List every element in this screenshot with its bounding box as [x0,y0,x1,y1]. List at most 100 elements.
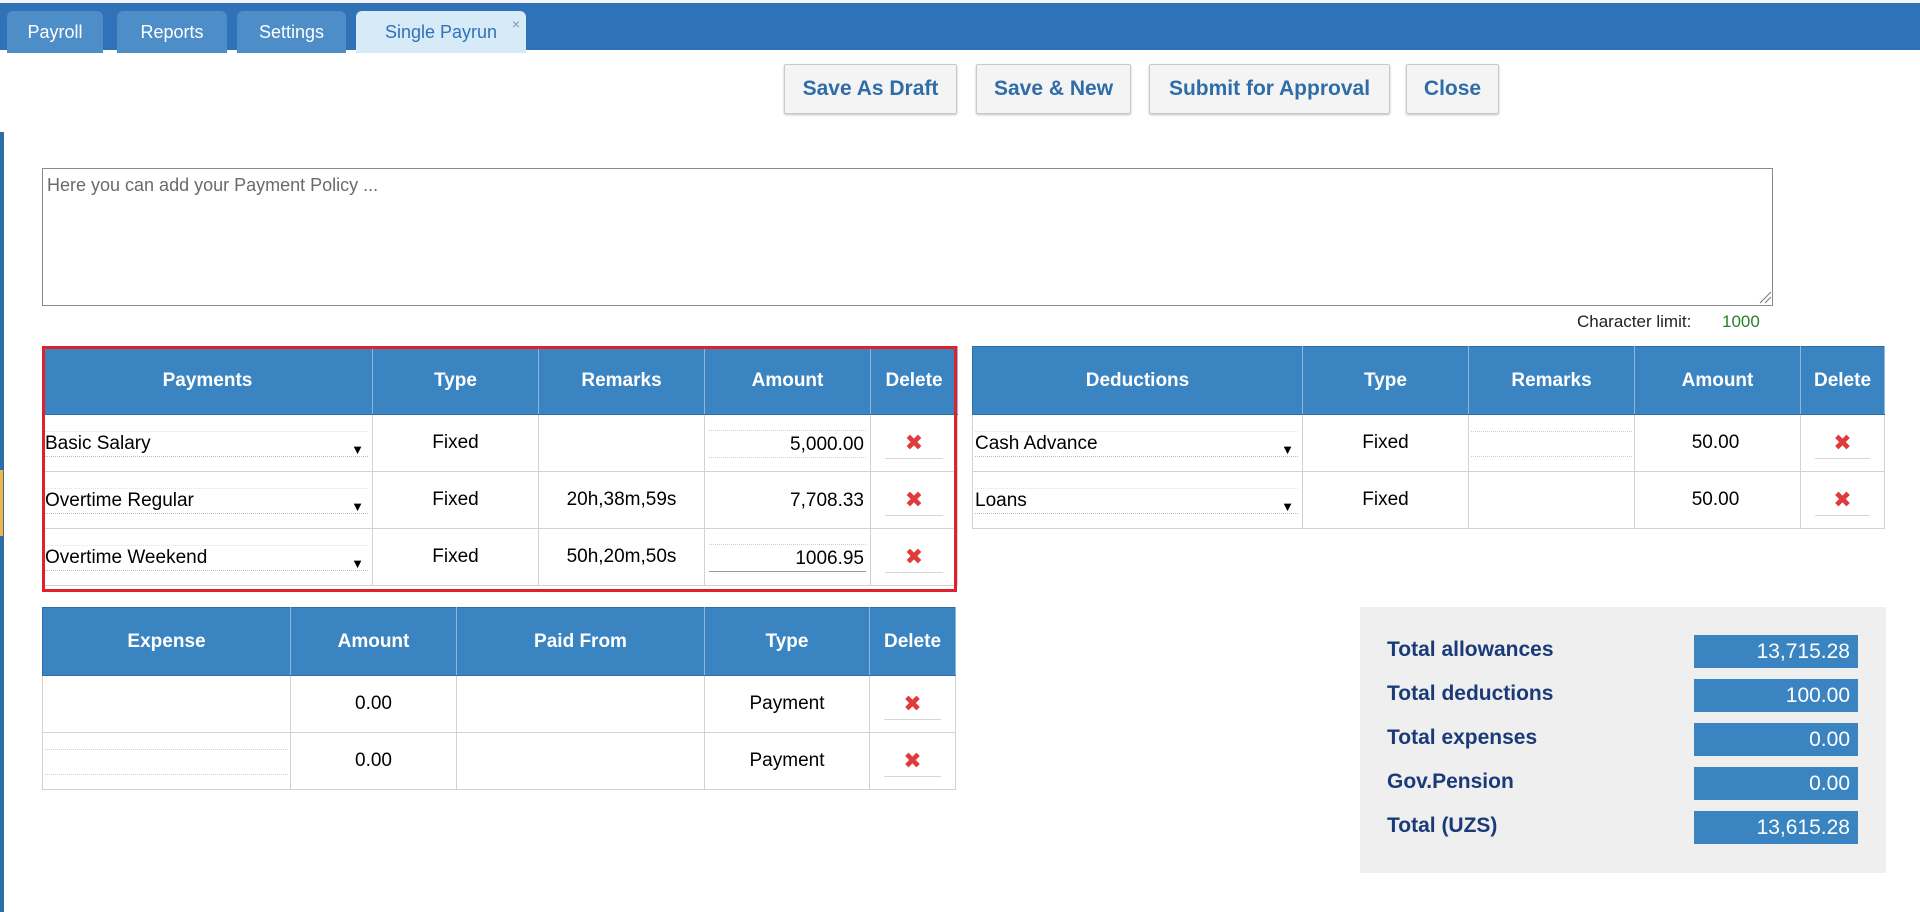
payment-name-cell: Overtime Regular ▼ [42,471,373,529]
tab-label: Settings [258,21,325,42]
remarks-cell [538,414,705,472]
total-allowances-value: 13,715.28 [1694,635,1858,668]
close-button[interactable]: Close [1406,64,1499,114]
table-row: Basic Salary ▼ Fixed 5,000.00 ✖ [42,414,958,472]
remarks-input[interactable] [1471,431,1632,457]
resize-grip-icon[interactable] [1758,290,1772,304]
delete-cell: ✖ [1800,471,1885,529]
column-header-type: Type [704,607,870,676]
column-header-type: Type [1302,346,1469,415]
column-header-amount: Amount [704,346,871,415]
delete-icon[interactable]: ✖ [885,541,943,573]
column-header-expense: Expense [42,607,291,676]
delete-icon[interactable]: ✖ [884,745,941,777]
delete-icon[interactable]: ✖ [885,484,943,516]
tab-label: Reports [140,21,204,42]
expense-name-cell [42,675,291,733]
deduction-select-value: Loans [975,490,1027,511]
totals-panel: Total allowances 13,715.28 Total deducti… [1360,607,1886,873]
amount-cell: 0.00 [290,675,457,733]
payment-select[interactable]: Basic Salary ▼ [45,431,368,457]
expense-table: Expense Amount Paid From Type Delete 0.0… [42,607,956,790]
paid-from-cell [456,732,705,790]
total-allowances-label: Total allowances [1387,638,1554,661]
type-cell: Fixed [372,471,539,529]
column-header-payments: Payments [42,346,373,415]
character-limit-value: 1000 [1722,312,1760,331]
save-as-draft-button[interactable]: Save As Draft [784,64,957,114]
tab-payroll[interactable]: Payroll [7,11,103,53]
type-cell: Fixed [372,528,539,586]
delete-icon[interactable]: ✖ [884,688,941,720]
deduction-name-cell: Loans ▼ [972,471,1303,529]
column-header-delete: Delete [870,346,958,415]
deduction-select[interactable]: Loans ▼ [975,488,1298,514]
column-header-amount: Amount [1634,346,1801,415]
deduction-name-cell: Cash Advance ▼ [972,414,1303,472]
amount-cell: 1006.95 [704,528,871,586]
payments-table: Payments Type Remarks Amount Delete Basi… [42,346,958,586]
chevron-down-icon: ▼ [351,442,364,457]
delete-cell: ✖ [1800,414,1885,472]
tab-single-payrun[interactable]: Single Payrun × [356,11,526,53]
delete-icon[interactable]: ✖ [1815,427,1870,459]
type-cell: Payment [704,732,870,790]
payment-select[interactable]: Overtime Regular ▼ [45,488,368,514]
submit-for-approval-button[interactable]: Submit for Approval [1149,64,1390,114]
total-expenses-label: Total expenses [1387,726,1538,749]
table-row: Overtime Regular ▼ Fixed 20h,38m,59s 7,70… [42,471,958,529]
payment-name-cell: Basic Salary ▼ [42,414,373,472]
remarks-cell: 50h,20m,50s [538,528,705,586]
total-uzs-label: Total (UZS) [1387,814,1498,837]
column-header-delete: Delete [869,607,956,676]
amount-cell: 50.00 [1634,471,1801,529]
chevron-down-icon: ▼ [351,556,364,571]
deduction-select[interactable]: Cash Advance ▼ [975,431,1298,457]
tab-label: Payroll [27,21,83,42]
delete-cell: ✖ [869,675,956,733]
total-deductions-label: Total deductions [1387,682,1554,705]
total-deductions-value: 100.00 [1694,679,1858,712]
payment-select-value: Overtime Regular [45,490,194,511]
tab-label: Single Payrun [384,21,498,42]
type-cell: Fixed [372,414,539,472]
delete-icon[interactable]: ✖ [885,427,943,459]
payment-select-value: Overtime Weekend [45,547,208,568]
save-and-new-button[interactable]: Save & New [976,64,1131,114]
column-header-remarks: Remarks [1468,346,1635,415]
delete-cell: ✖ [870,414,958,472]
amount-cell: 7,708.33 [704,471,871,529]
table-row: Overtime Weekend ▼ Fixed 50h,20m,50s 1006… [42,528,958,586]
remarks-cell [1468,414,1635,472]
deductions-table: Deductions Type Remarks Amount Delete Ca… [972,346,1885,529]
total-expenses-value: 0.00 [1694,723,1858,756]
paid-from-cell [456,675,705,733]
delete-cell: ✖ [870,471,958,529]
table-row: Loans ▼ Fixed 50.00 ✖ [972,471,1885,529]
table-row: Cash Advance ▼ Fixed 50.00 ✖ [972,414,1885,472]
tab-bar: Payroll Reports Settings Single Payrun × [0,0,1920,53]
chevron-down-icon: ▼ [1281,499,1294,514]
character-limit-label: Character limit: [1577,312,1692,331]
amount-value: 7,708.33 [790,490,864,511]
expense-name-input[interactable] [45,749,288,775]
deduction-select-value: Cash Advance [975,433,1098,454]
delete-cell: ✖ [869,732,956,790]
left-edge-marker [0,470,3,536]
close-tab-icon[interactable]: × [511,16,520,32]
tab-settings[interactable]: Settings [237,11,346,53]
amount-cell: 5,000.00 [704,414,871,472]
tab-reports[interactable]: Reports [117,11,227,53]
type-cell: Payment [704,675,870,733]
amount-input[interactable]: 5,000.00 [709,430,866,458]
type-cell: Fixed [1302,414,1469,472]
remarks-cell: 20h,38m,59s [538,471,705,529]
amount-input[interactable]: 1006.95 [709,544,866,572]
column-header-remarks: Remarks [538,346,705,415]
payment-policy-textarea[interactable] [42,168,1773,306]
table-header-row: Payments Type Remarks Amount Delete [42,346,958,415]
chevron-down-icon: ▼ [1281,442,1294,457]
payment-select[interactable]: Overtime Weekend ▼ [45,545,368,571]
delete-icon[interactable]: ✖ [1815,484,1870,516]
type-cell: Fixed [1302,471,1469,529]
